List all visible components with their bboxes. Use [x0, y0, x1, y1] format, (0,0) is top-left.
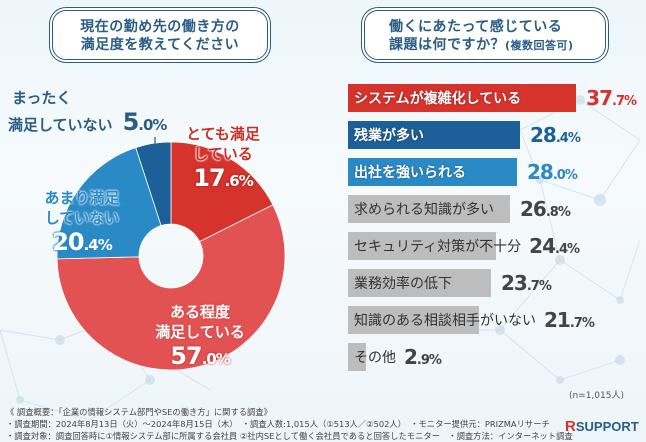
bar	[348, 158, 518, 186]
bar-label: 出社を強いられる	[354, 165, 466, 181]
footer-survey-period: ・調査期間：2024年8月13日（火）～2024年8月15日（木） ・調査人数:…	[6, 419, 550, 429]
bar-row: 出社を強いられる 28.0%	[348, 158, 578, 186]
donut-slice-1	[56, 204, 286, 371]
bar	[348, 343, 366, 371]
right-title-line2: 課題は何ですか？	[389, 37, 505, 53]
bar	[348, 195, 511, 223]
bar-row: 知識のある相談相手がいない 21.7%	[348, 306, 595, 334]
donut-label-line2: 満足していない	[8, 116, 113, 134]
bar-value: 28.4%	[530, 123, 581, 147]
multiple-answer-note: (複数回答可)	[505, 39, 574, 52]
donut-label-line2: していない	[44, 209, 120, 227]
footer-survey-target: ・調査対象：調査回答時に①情報システム部に所属する会社員 ②社内SEとして働く会…	[6, 431, 573, 441]
bar-row: その他 2.9%	[348, 343, 442, 371]
donut-label-line2: 満足している	[155, 323, 245, 341]
bar-label: セキュリティ対策が不十分	[354, 239, 522, 255]
bar-row: セキュリティ対策が不十分 24.4%	[348, 232, 580, 260]
bar-label: 求められる知識が多い	[354, 202, 494, 218]
left-title-line2: 満足度を教えてください	[80, 37, 240, 53]
bar-value: 24.4%	[529, 234, 580, 258]
donut-label-3: まったく満足していない 5.0%	[8, 88, 178, 139]
bar-row: 残業が多い 28.4%	[348, 121, 581, 149]
donut-slice-3	[135, 141, 172, 227]
bar-row: システムが複雑化している 37.7%	[348, 84, 637, 112]
bar	[348, 121, 520, 149]
bar	[348, 84, 576, 112]
bar-value: 2.9%	[404, 345, 442, 369]
bar-value: 26.8%	[520, 197, 571, 221]
bar-value: 23.7%	[501, 271, 552, 295]
donut-value: 57.0%	[170, 342, 231, 370]
donut-label-1: ある程度満足している 57.0%	[140, 302, 260, 373]
donut-slice-2	[56, 147, 162, 260]
bar-value: 21.7%	[544, 308, 595, 332]
donut-label-line2: している	[193, 145, 253, 163]
donut-value: 5.0%	[122, 108, 168, 136]
donut-label-2: あまり満足していない 20.4%	[22, 188, 142, 259]
sample-size-note: (n=1,015人)	[568, 391, 624, 401]
donut-label-line1: まったく	[12, 89, 72, 107]
bar-label: システムが複雑化している	[354, 91, 522, 107]
right-title-line1: 働くにあたって感じている	[389, 19, 563, 35]
right-question-box: 働くにあたって感じている 課題は何ですか？(複数回答可)	[364, 10, 606, 60]
donut-value: 17.6%	[193, 164, 254, 192]
donut-value: 20.4%	[52, 228, 113, 256]
donut-label-line1: ある程度	[169, 303, 230, 321]
bar	[348, 232, 496, 260]
bar-row: 業務効率の低下 23.7%	[348, 269, 552, 297]
bar-label: その他	[354, 350, 396, 366]
bar-label: 知識のある相談相手がいない	[354, 313, 536, 329]
donut-label-0: とても満足している 17.6%	[168, 124, 278, 195]
donut-slice-0	[170, 141, 274, 243]
bar-value: 28.0%	[527, 160, 578, 184]
bar	[348, 306, 480, 334]
bar	[348, 269, 492, 297]
bar-row: 求められる知識が多い 26.8%	[348, 195, 571, 223]
bar-label: 業務効率の低下	[354, 276, 452, 292]
left-question-box: 現在の勤め先の働き方の 満足度を教えてください	[52, 10, 268, 60]
bar-label: 残業が多い	[354, 128, 424, 144]
bar-value: 37.7%	[586, 86, 637, 110]
donut-label-line1: とても満足	[186, 125, 260, 143]
donut-label-line1: あまり満足	[44, 189, 120, 207]
left-title-line1: 現在の勤め先の働き方の	[80, 19, 240, 35]
rsupport-logo: RSUPPORT	[565, 418, 639, 435]
footer-survey-summary: 《 調査概要：「企業の情報システム部門やSEの働き方」に関する調査》	[6, 407, 272, 417]
satisfaction-donut-chart	[56, 137, 286, 371]
